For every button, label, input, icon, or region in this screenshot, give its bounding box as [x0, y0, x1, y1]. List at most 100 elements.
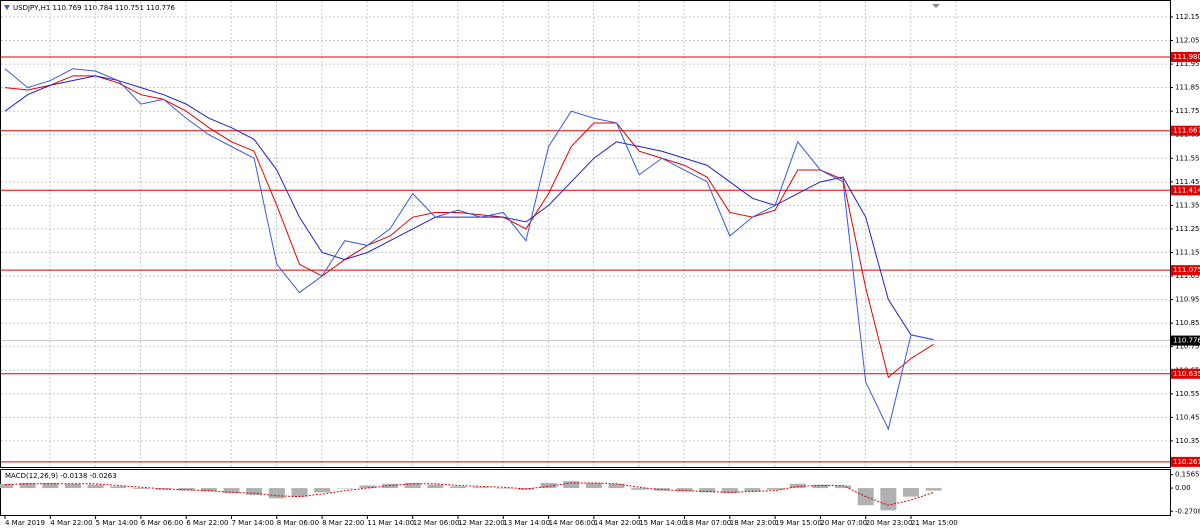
x-tick-label: 12 Mar 06:00: [413, 519, 460, 527]
x-tick-label: 15 Mar 14:00: [639, 519, 686, 527]
shift-marker: [932, 4, 940, 8]
macd-bar: [0, 483, 13, 489]
x-tick-label: 14 Mar 22:00: [594, 519, 641, 527]
macd-bar: [132, 488, 149, 489]
x-tick-label: 18 Mar 23:00: [730, 519, 777, 527]
macd-bar: [472, 487, 489, 489]
level-label: 110.635: [1173, 370, 1200, 378]
y-tick-label: 111.350: [1175, 201, 1200, 209]
macd-bar: [812, 484, 829, 489]
y-tick-label: 112.150: [1175, 13, 1200, 21]
x-tick-label: 14 Mar 06:00: [549, 519, 596, 527]
macd-bar: [314, 488, 331, 493]
macd-bar: [178, 488, 195, 491]
macd-bar: [427, 484, 444, 489]
macd-bar: [631, 488, 648, 490]
y-tick-label: 111.750: [1175, 107, 1200, 115]
y-tick-label: 111.150: [1175, 248, 1200, 256]
x-tick-label: 6 Mar 06:00: [141, 519, 183, 527]
x-tick-label: 20 Mar 23:00: [866, 519, 913, 527]
level-tag: [1171, 185, 1200, 196]
x-tick-label: 7 Mar 14:00: [232, 519, 274, 527]
macd-bar: [585, 482, 602, 489]
level-tag: [1171, 456, 1200, 467]
y-tick-label: 110.550: [1175, 390, 1200, 398]
y-tick-label: 110.350: [1175, 437, 1200, 445]
y-tick-label: 110.450: [1175, 413, 1200, 421]
level-label: 111.980: [1173, 53, 1200, 61]
macd-bar: [200, 488, 217, 492]
y-tick-label: -0.2708: [1175, 507, 1200, 515]
macd-bar: [87, 484, 104, 489]
y-tick-label: 110.850: [1175, 319, 1200, 327]
level-tag: [1171, 368, 1200, 379]
macd-bar: [64, 483, 81, 489]
macd-bar: [608, 483, 625, 489]
macd-bar: [744, 488, 761, 492]
macd-bar: [268, 488, 285, 499]
macd-bar: [540, 482, 557, 489]
macd-bar: [495, 488, 512, 489]
macd-bar: [291, 488, 308, 497]
x-tick-label: 20 Mar 07:00: [820, 519, 867, 527]
macd-bar: [246, 488, 263, 495]
y-tick-label: 0.1565: [1175, 471, 1200, 479]
level-label: 111.667: [1173, 127, 1200, 135]
level-tag: [1171, 125, 1200, 136]
y-tick-label: 110.950: [1175, 296, 1200, 304]
macd-bar: [336, 488, 353, 489]
x-tick-label: 4 Mar 2019: [5, 519, 45, 527]
y-tick-label: 111.450: [1175, 178, 1200, 186]
macd-bar: [223, 488, 240, 494]
chart-title: USDJPY,H1 110.769 110.784 110.751 110.77…: [13, 4, 176, 12]
x-tick-label: 21 Mar 15:00: [911, 519, 958, 527]
macd-bar: [767, 488, 784, 490]
macd-bar: [450, 486, 466, 489]
level-tag: [1171, 265, 1200, 276]
x-tick-label: 6 Mar 22:00: [186, 519, 228, 527]
level-label: 111.414: [1173, 186, 1200, 194]
macd-bar: [925, 488, 942, 491]
x-tick-label: 8 Mar 22:00: [322, 519, 364, 527]
level-label: 110.261: [1173, 458, 1200, 466]
x-tick-label: 11 Mar 14:00: [367, 519, 414, 527]
y-tick-label: 111.950: [1175, 60, 1200, 68]
y-tick-label: 111.050: [1175, 272, 1200, 280]
x-tick-label: 13 Mar 14:00: [503, 519, 550, 527]
macd-bar: [903, 488, 919, 497]
macd-bar: [359, 485, 376, 489]
y-tick-label: 0.00: [1175, 484, 1191, 492]
macd-bar: [563, 481, 580, 489]
price-line: [4, 75, 934, 341]
current-price-tag: [1171, 335, 1200, 346]
y-tick-label: 110.750: [1175, 343, 1200, 351]
y-tick-label: 111.550: [1175, 154, 1200, 162]
y-tick-label: 112.050: [1175, 37, 1200, 45]
macd-bar: [19, 482, 36, 489]
macd-panel: [0, 469, 1171, 516]
macd-bar: [835, 485, 852, 489]
macd-bar: [880, 488, 897, 511]
main-panel: [0, 0, 1171, 468]
macd-bar: [110, 486, 127, 489]
price-line: [4, 68, 934, 431]
y-tick-label: 111.850: [1175, 84, 1200, 92]
symbol-icon: [4, 5, 10, 10]
macd-bar: [42, 482, 59, 489]
x-tick-label: 5 Mar 14:00: [96, 519, 138, 527]
macd-bar: [404, 482, 421, 489]
y-tick-label: 111.250: [1175, 225, 1200, 233]
x-tick-label: 12 Mar 22:00: [458, 519, 505, 527]
macd-bar: [699, 488, 716, 493]
level-tag: [1171, 51, 1200, 62]
x-tick-label: 19 Mar 15:00: [775, 519, 822, 527]
macd-bar: [721, 488, 738, 494]
x-tick-label: 18 Mar 07:00: [685, 519, 732, 527]
x-tick-label: 4 Mar 22:00: [50, 519, 92, 527]
signal-line: [4, 482, 934, 506]
level-label: 111.075: [1173, 266, 1200, 274]
macd-bar: [676, 488, 693, 492]
current-price-label: 110.776: [1173, 337, 1200, 345]
macd-title: MACD(12,26,9) -0.0138 -0.0263: [5, 472, 117, 480]
